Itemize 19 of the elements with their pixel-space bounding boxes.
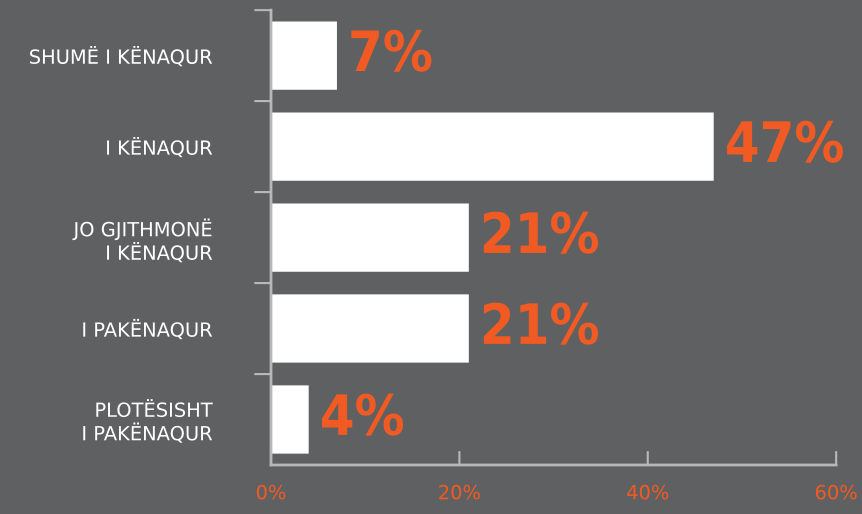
- y-tick-label: JO GJITHMONË I KËNAQUR: [72, 218, 212, 262]
- y-tick-label: I KËNAQUR: [107, 136, 212, 158]
- data-label: 21%: [484, 212, 598, 254]
- x-tick-label: 60%: [816, 484, 857, 500]
- y-tick-label: I PAKËNAQUR: [83, 318, 212, 340]
- y-tick-label: PLOTËSISHT I PAKËNAQUR: [83, 399, 213, 443]
- data-label: 7%: [351, 30, 432, 72]
- data-label: 4%: [322, 394, 404, 436]
- data-label: 21%: [484, 302, 598, 345]
- bar: [271, 294, 469, 363]
- bar: [271, 203, 469, 272]
- bar: [271, 22, 337, 90]
- bar: [271, 385, 309, 454]
- x-tick-label: 20%: [439, 484, 480, 500]
- x-tick-label: 0%: [256, 484, 286, 500]
- y-tick-label: SHUMË I KËNAQUR: [30, 46, 212, 66]
- x-tick-label: 40%: [627, 484, 668, 500]
- data-label: 47%: [727, 120, 843, 163]
- bar: [271, 112, 714, 181]
